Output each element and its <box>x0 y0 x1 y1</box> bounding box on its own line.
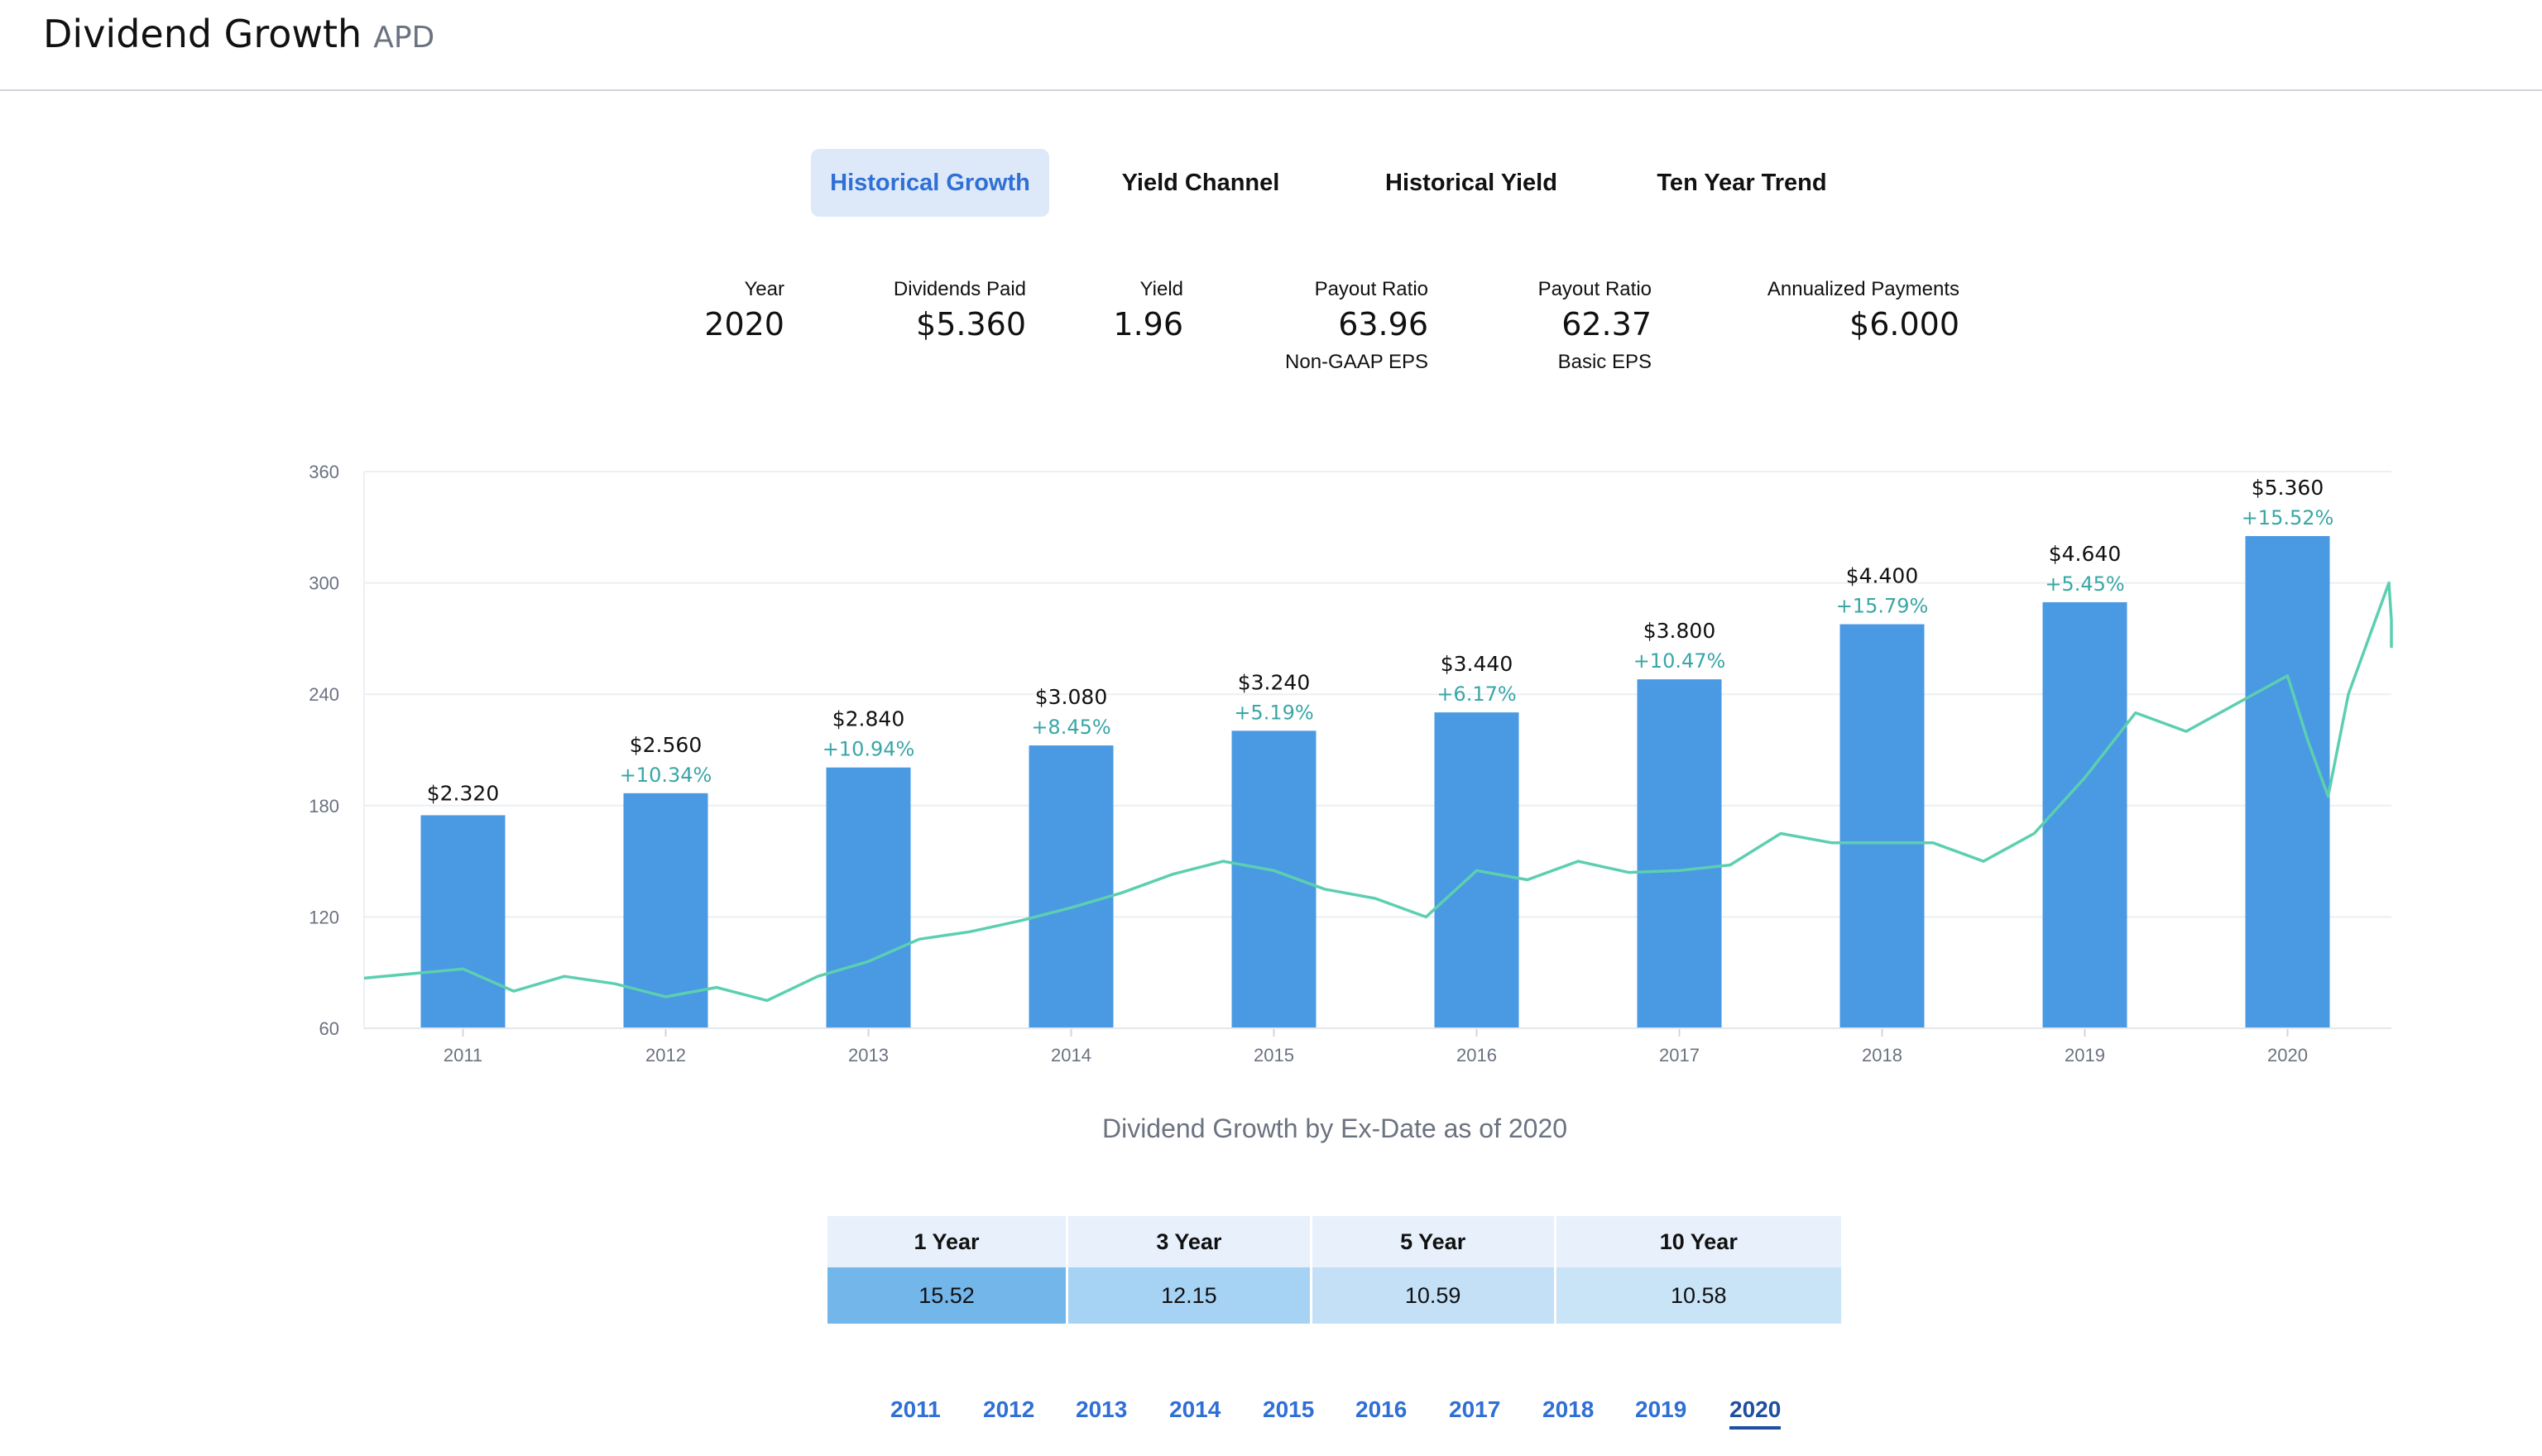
growth-value-10-year: 10.58 <box>1555 1267 1844 1324</box>
growth-table-value-row: 15.52 12.15 10.59 10.58 <box>827 1267 1844 1324</box>
stat-payout-non-gaap-value: 63.96 <box>1338 306 1428 342</box>
stat-dividends-paid-label: Dividends Paid <box>893 278 1026 300</box>
bar-value-label: $4.640 <box>2049 542 2121 566</box>
year-navigation: 2011 2012 2013 2014 2015 2016 2017 2018 … <box>0 1396 2542 1443</box>
y-tick-label: 300 <box>309 573 339 594</box>
bar-value-label: $4.400 <box>1846 564 1918 588</box>
stat-payout-basic: Payout Ratio 62.37 Basic EPS <box>1489 278 1652 374</box>
bar-growth-label: +5.45% <box>2045 572 2124 596</box>
bar <box>2245 536 2330 1028</box>
bar <box>1637 679 1722 1028</box>
page-header: Dividend Growth APD <box>0 0 2542 91</box>
year-link-2016[interactable]: 2016 <box>1355 1396 1408 1422</box>
bar-value-label: $2.840 <box>832 707 904 731</box>
year-link-2020[interactable]: 2020 <box>1729 1396 1782 1430</box>
stat-dividends-paid: Dividends Paid $5.360 <box>861 278 1026 342</box>
x-tick-label: 2020 <box>2267 1045 2308 1066</box>
bar <box>1029 745 1114 1028</box>
price-line <box>363 581 2393 1003</box>
tab-ten-year-trend[interactable]: Ten Year Trend <box>1657 170 1827 196</box>
stat-annualized-value: $6.000 <box>1849 306 1959 342</box>
year-link-2019[interactable]: 2019 <box>1635 1396 1687 1422</box>
stat-year-label: Year <box>744 278 785 300</box>
x-tick-label: 2015 <box>1254 1045 1294 1066</box>
growth-rate-table: 1 Year 3 Year 5 Year 10 Year 15.52 12.15… <box>827 1216 1844 1324</box>
year-link-2011[interactable]: 2011 <box>890 1396 941 1422</box>
stat-year-value: 2020 <box>704 306 784 342</box>
stat-payout-non-gaap: Payout Ratio 63.96 Non-GAAP EPS <box>1258 278 1428 374</box>
growth-header-10-year: 10 Year <box>1555 1216 1844 1267</box>
bar-growth-label: +6.17% <box>1436 682 1516 706</box>
bar-growth-label: +10.94% <box>823 738 915 761</box>
x-tick-label: 2013 <box>848 1045 889 1066</box>
stat-payout-basic-label: Payout Ratio <box>1537 278 1652 300</box>
growth-value-1-year: 15.52 <box>827 1267 1069 1324</box>
bar <box>623 793 708 1028</box>
bar-value-label: $2.560 <box>630 733 702 757</box>
x-tick-label: 2012 <box>645 1045 686 1066</box>
ticker-symbol: APD <box>373 21 435 55</box>
dividend-growth-chart: 60 120 180 240 300 360 $2.320 2011 $2.560 +10.34%… <box>309 462 2393 1066</box>
tab-yield-channel[interactable]: Yield Channel <box>1121 170 1280 196</box>
bar <box>2042 601 2127 1028</box>
bar-growth-label: +8.45% <box>1031 716 1110 739</box>
bar <box>1839 624 1925 1028</box>
stat-yield: Yield 1.96 <box>1101 278 1183 342</box>
bar-growth-label: +10.34% <box>620 764 712 787</box>
y-tick-label: 60 <box>319 1018 339 1039</box>
stat-payout-basic-sub: Basic EPS <box>1557 351 1652 373</box>
x-tick-label: 2011 <box>444 1045 482 1066</box>
growth-header-5-year: 5 Year <box>1311 1216 1556 1267</box>
bar-value-label: $3.440 <box>1441 652 1513 676</box>
chart-caption: Dividend Growth by Ex-Date as of 2020 <box>1101 1114 1568 1143</box>
stat-dividends-paid-value: $5.360 <box>916 306 1026 342</box>
tab-historical-growth[interactable]: Historical Growth <box>811 149 1049 217</box>
bar-value-label: $5.360 <box>2252 476 2324 500</box>
growth-table-header-row: 1 Year 3 Year 5 Year 10 Year <box>827 1216 1844 1267</box>
x-tick-label: 2019 <box>2065 1045 2105 1066</box>
bar-growth-label: +15.52% <box>2242 506 2334 529</box>
bar-value-label: $2.320 <box>427 781 499 805</box>
growth-header-3-year: 3 Year <box>1067 1216 1312 1267</box>
bar <box>826 767 911 1028</box>
x-tick-label: 2014 <box>1051 1045 1091 1066</box>
x-tick-label: 2017 <box>1659 1045 1700 1066</box>
stat-annualized-label: Annualized Payments <box>1767 278 1959 300</box>
y-tick-label: 240 <box>309 684 339 705</box>
x-tick-label: 2018 <box>1862 1045 1902 1066</box>
stat-year: Year 2020 <box>695 278 784 342</box>
stat-payout-basic-value: 62.37 <box>1561 306 1652 342</box>
y-tick-label: 120 <box>309 907 339 927</box>
year-link-2017[interactable]: 2017 <box>1449 1396 1501 1422</box>
growth-value-3-year: 12.15 <box>1067 1267 1312 1324</box>
bar <box>1231 730 1317 1028</box>
year-link-2018[interactable]: 2018 <box>1542 1396 1595 1422</box>
x-tick-label: 2016 <box>1456 1045 1497 1066</box>
year-link-2014[interactable]: 2014 <box>1169 1396 1221 1422</box>
y-tick-label: 360 <box>309 462 339 482</box>
stat-annualized: Annualized Payments $6.000 <box>1721 278 1959 342</box>
y-tick-label: 180 <box>309 796 339 817</box>
stat-yield-label: Yield <box>1139 278 1183 300</box>
bar-growth-label: +15.79% <box>1836 595 1929 618</box>
year-link-2015[interactable]: 2015 <box>1263 1396 1315 1422</box>
bar <box>420 815 506 1028</box>
bar-growth-label: +5.19% <box>1234 701 1313 724</box>
bar-value-label: $3.240 <box>1238 670 1310 694</box>
growth-header-1-year: 1 Year <box>827 1216 1069 1267</box>
year-link-2012[interactable]: 2012 <box>983 1396 1035 1422</box>
stat-payout-non-gaap-label: Payout Ratio <box>1314 278 1428 300</box>
year-link-2013[interactable]: 2013 <box>1076 1396 1128 1422</box>
page-title-text: Dividend Growth <box>43 12 362 56</box>
bar-growth-label: +10.47% <box>1633 649 1726 673</box>
growth-value-5-year: 10.59 <box>1311 1267 1556 1324</box>
bar-value-label: $3.800 <box>1643 619 1715 643</box>
chart-tabs: Historical Growth Yield Channel Historic… <box>0 149 2542 217</box>
stat-yield-value: 1.96 <box>1113 306 1183 342</box>
bar-value-label: $3.080 <box>1035 685 1107 709</box>
page-title: Dividend Growth APD <box>43 12 434 56</box>
tab-historical-yield[interactable]: Historical Yield <box>1385 170 1557 196</box>
stat-payout-non-gaap-sub: Non-GAAP EPS <box>1285 351 1428 373</box>
